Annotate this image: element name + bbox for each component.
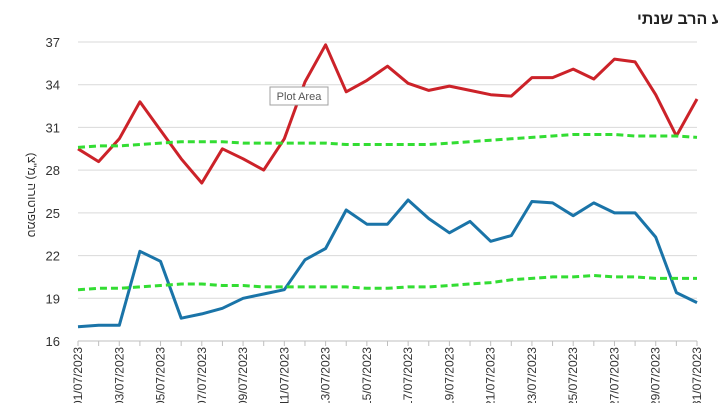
y-tick-label: 28: [46, 163, 60, 178]
x-tick-label: 01/07/2023: [71, 347, 85, 403]
y-tick-label: 37: [46, 35, 60, 50]
x-tick-label: 21/07/2023: [484, 347, 498, 403]
x-tick-label: 29/07/2023: [649, 347, 663, 403]
y-axis-label: טמפרטורה (מ"צ): [25, 153, 39, 238]
x-tick-label: 27/07/2023: [607, 347, 621, 403]
x-tick-label: 15/07/2023: [360, 347, 374, 403]
chart-title: טמפרטורת המינימום והמקסימום היומית בירוש…: [637, 10, 718, 28]
x-tick-label: 19/07/2023: [442, 347, 456, 403]
series-line-2: [77, 133, 698, 149]
series-line-0: [77, 43, 699, 185]
x-tick-label: 03/07/2023: [112, 347, 126, 403]
series-line-1: [77, 198, 698, 329]
x-tick-label: 17/07/2023: [401, 347, 415, 403]
y-tick-label: 31: [46, 120, 60, 135]
x-tick-label: 09/07/2023: [236, 347, 250, 403]
y-tick-label: 22: [46, 249, 60, 264]
y-tick-label: 19: [46, 291, 60, 306]
y-axis-ticks: 16 19 22 25 28 31 34 37: [46, 35, 60, 349]
x-axis: 01/07/2023 03/07/2023 05/07/2023 07/07/2023…: [71, 340, 704, 403]
y-tick-label: 16: [46, 334, 60, 349]
x-tick-label: 13/07/2023: [319, 347, 333, 403]
x-tick-label: 11/07/2023: [277, 347, 291, 403]
x-tick-label: 25/07/2023: [566, 347, 580, 403]
tooltip-box: [269, 86, 329, 106]
grid-lines: [78, 41, 697, 342]
x-tick-label: 23/07/2023: [525, 347, 539, 403]
x-tick-label: 05/07/2023: [154, 347, 168, 403]
series-layer: [77, 43, 699, 329]
y-tick-label: 34: [46, 78, 60, 93]
plot-area-tooltip: Plot Area: [269, 86, 329, 106]
x-tick-label: 07/07/2023: [195, 347, 209, 403]
x-tick-label: 31/07/2023: [690, 347, 704, 403]
tooltip-text: Plot Area: [277, 91, 323, 103]
y-tick-label: 25: [46, 206, 60, 221]
series-line-3: [77, 274, 697, 292]
